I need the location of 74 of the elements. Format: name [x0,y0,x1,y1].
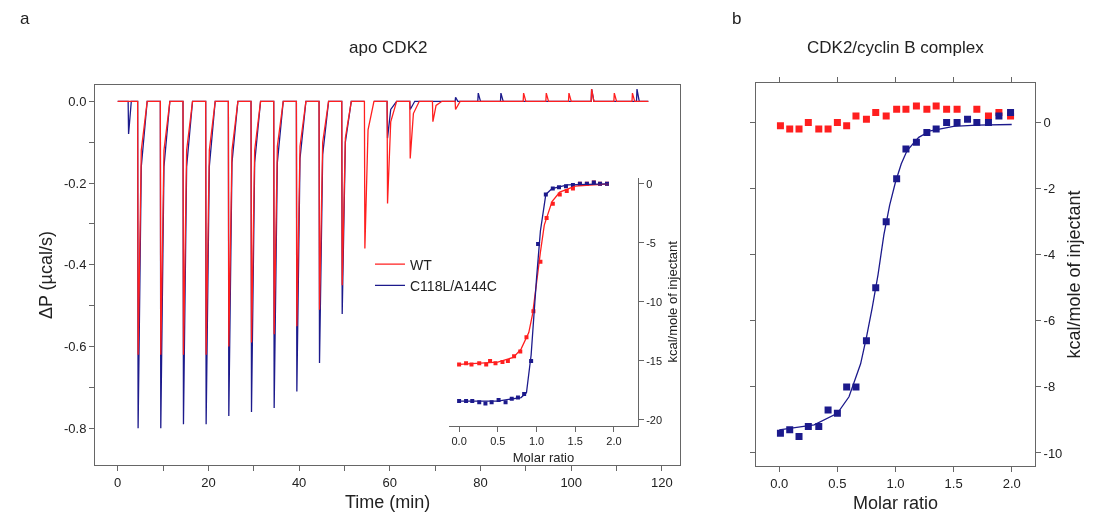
y-tick-label: 0 [1043,115,1051,131]
point [833,119,841,126]
point [902,105,910,113]
point [824,406,832,414]
point [776,122,784,130]
point [815,423,823,431]
y-tick-label: -0.8 [64,420,87,436]
y-tick-label: -0.2 [64,175,87,191]
y-tick-label: 0.0 [68,93,87,109]
y-axis-title: kcal/mole of injectant [664,240,680,363]
point [852,112,860,120]
point [804,119,812,126]
legend-label: C118L/A144C [409,277,497,294]
x-tick-label: 1.0 [528,435,545,448]
point [795,432,803,440]
x-tick-label: 2.0 [1002,475,1021,491]
point [923,105,931,113]
x-tick-label: 0.5 [490,435,506,448]
point [984,112,992,120]
y-tick-label: -0.6 [64,339,87,355]
x-tick-label: 1.5 [567,435,583,448]
point [943,105,951,113]
point [953,119,961,126]
x-tick-label: 0.5 [828,475,847,491]
point [843,383,851,391]
chart-title: apo CDK2 [349,38,428,57]
x-tick-label: 1.0 [886,475,905,491]
point [786,125,794,133]
text: a [20,9,30,28]
x-axis-title: Molar ratio [512,449,575,465]
chart-title: CDK2/cyclin B complex [807,38,985,57]
point [815,125,823,133]
legend-label: WT [409,256,433,273]
x-axis-title: Time (min) [344,491,431,512]
y-axis-title: ΔP (µcal/s) [36,231,57,320]
point [973,105,981,113]
y-tick-label: -10 [646,295,663,308]
x-tick-label: 60 [382,474,398,490]
y-tick-label: -0.4 [64,257,87,273]
x-tick-label: 40 [291,474,307,490]
x-tick-label: 1.5 [944,475,963,491]
point [843,122,851,130]
x-tick-label: 0 [114,474,122,490]
y-tick-label: -15 [646,354,663,367]
point [882,112,890,120]
x-tick-label: 120 [651,474,673,490]
x-tick-label: 20 [201,474,216,490]
y-tick-label: -8 [1043,379,1056,395]
y-tick-label: -6 [1043,313,1056,329]
y-tick-label: -4 [1043,247,1056,263]
point [932,102,940,110]
point [893,105,901,113]
x-tick-label: 0.0 [770,475,789,491]
y-tick-label: -5 [646,236,656,249]
y-tick-label: -2 [1043,181,1056,197]
point [795,125,803,133]
point [872,109,880,117]
x-axis-title: Molar ratio [852,492,938,513]
point [862,115,870,123]
x-tick-label: 100 [560,474,583,490]
text: b [732,9,742,28]
point [776,429,784,437]
point [964,115,972,123]
point [943,119,951,126]
x-tick-label: 0.0 [451,435,467,448]
point [912,102,920,110]
y-tick-label: 0 [646,177,653,190]
x-tick-label: 2.0 [606,435,622,448]
point [953,105,961,113]
x-tick-label: 80 [473,474,488,490]
y-tick-label: -20 [646,413,663,426]
point [824,125,832,133]
y-tick-label: -10 [1043,445,1063,461]
y-axis-title: kcal/mole of injectant [1064,190,1085,359]
